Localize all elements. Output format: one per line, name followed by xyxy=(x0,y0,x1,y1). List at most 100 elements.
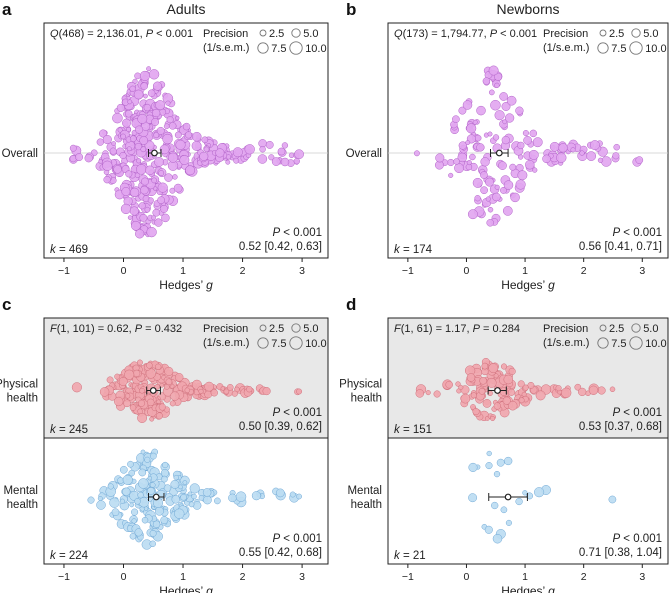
legend-title: Precision xyxy=(543,28,588,40)
study-point xyxy=(204,381,214,392)
study-point xyxy=(490,415,496,422)
study-point xyxy=(228,493,237,503)
pooled-estimate-point xyxy=(504,493,512,501)
legend-size-label: 2.5 xyxy=(269,323,284,335)
study-point xyxy=(482,77,491,85)
study-point xyxy=(136,359,143,366)
study-point xyxy=(507,388,516,396)
study-point xyxy=(494,110,505,121)
study-point xyxy=(425,390,431,396)
precision-legend: Precision (1/s.e.m.) 2.5 5.0 7.5 10.0 xyxy=(543,323,667,350)
study-point xyxy=(147,487,155,495)
study-point xyxy=(478,387,486,395)
study-point xyxy=(296,388,303,395)
study-point xyxy=(160,204,169,213)
x-axis-label: Hedges’ g xyxy=(159,584,213,593)
study-point xyxy=(485,196,491,202)
study-point xyxy=(187,491,193,497)
study-count: k = 174 xyxy=(394,244,433,256)
study-point xyxy=(486,219,494,227)
study-point xyxy=(146,226,157,238)
study-point xyxy=(146,362,153,369)
effect-estimate: 0.52 [0.42, 0.63] xyxy=(239,241,322,253)
study-point xyxy=(137,491,144,499)
study-point xyxy=(103,176,111,184)
study-point xyxy=(191,493,197,500)
study-point xyxy=(143,103,151,112)
study-point xyxy=(111,508,120,517)
legend-size-label: 10.0 xyxy=(305,43,326,55)
effect-estimate: 0.53 [0.37, 0.68] xyxy=(579,421,662,433)
panel-a: a Adults Q(468) = 2,136.01, P < 0.001 Preci… xyxy=(2,0,329,292)
pooled-estimate-point xyxy=(149,387,157,394)
study-point xyxy=(578,387,587,397)
legend-size-circle xyxy=(599,29,607,37)
study-point xyxy=(128,469,135,477)
study-point xyxy=(129,85,136,92)
study-point xyxy=(188,501,195,508)
study-point xyxy=(289,491,296,498)
study-point xyxy=(122,487,131,496)
study-point xyxy=(277,147,286,156)
legend-size-label: 5.0 xyxy=(303,28,318,40)
study-point xyxy=(613,143,620,151)
study-point xyxy=(139,70,150,81)
study-point xyxy=(114,396,124,407)
study-point xyxy=(458,384,464,390)
legend-size-circle xyxy=(599,324,607,332)
precision-legend: Precision (1/s.e.m.) 2.5 5.0 7.5 10.0 xyxy=(543,28,667,55)
study-point xyxy=(182,122,191,131)
study-point xyxy=(166,116,174,124)
legend-size-circle xyxy=(291,28,301,38)
study-point xyxy=(470,392,477,399)
study-point xyxy=(154,506,164,516)
study-point xyxy=(113,165,122,174)
study-point xyxy=(433,390,441,398)
study-point xyxy=(472,408,480,416)
study-point xyxy=(129,187,140,198)
legend-subtitle: (1/s.e.m.) xyxy=(543,42,589,54)
study-point xyxy=(532,137,543,148)
legend-size-label: 7.5 xyxy=(271,338,286,350)
panel-label: c xyxy=(2,295,11,314)
study-point xyxy=(522,490,528,496)
study-point xyxy=(173,183,183,193)
study-point xyxy=(472,177,483,188)
row-label: Physical xyxy=(339,379,382,391)
panel-title: Newborns xyxy=(496,1,559,17)
pooled-estimate xyxy=(488,493,528,501)
study-point xyxy=(137,413,148,423)
study-point xyxy=(131,508,139,516)
row-0: Physical health P < 0.001 0.50 [0.39, 0.62]… xyxy=(0,359,322,436)
row-label: Overall xyxy=(2,148,38,160)
panel-frame xyxy=(387,317,669,565)
study-point xyxy=(141,516,149,524)
study-point xyxy=(114,373,121,380)
legend-subtitle: (1/s.e.m.) xyxy=(203,42,249,54)
study-point xyxy=(257,154,268,164)
study-point xyxy=(126,127,131,132)
study-point xyxy=(502,206,513,216)
study-point xyxy=(164,366,174,376)
study-point xyxy=(179,155,190,165)
study-point xyxy=(635,156,644,164)
study-point xyxy=(555,385,562,392)
study-point xyxy=(493,402,501,410)
legend-size-circle xyxy=(257,42,269,54)
study-point xyxy=(126,146,132,152)
panel-label: a xyxy=(2,0,12,19)
study-point xyxy=(214,497,221,505)
study-point xyxy=(491,501,499,510)
row-label: health xyxy=(7,499,38,511)
study-point xyxy=(458,106,467,115)
study-point xyxy=(124,369,135,380)
study-point xyxy=(149,540,156,548)
study-point xyxy=(467,209,478,220)
legend-size-label: 7.5 xyxy=(611,43,626,55)
study-point xyxy=(165,100,171,106)
x-tick-label: 0 xyxy=(464,265,470,277)
study-point xyxy=(160,516,169,525)
study-point xyxy=(123,399,131,408)
study-point xyxy=(225,154,232,160)
x-tick-label: 1 xyxy=(180,571,186,583)
